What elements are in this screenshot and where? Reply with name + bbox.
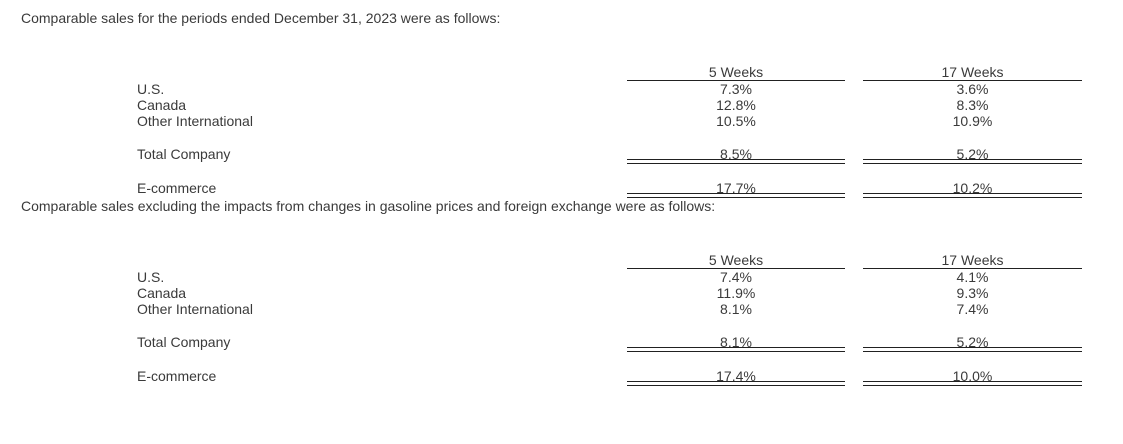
total-double-rule-row <box>0 347 1123 352</box>
row-label: Other International <box>137 113 253 129</box>
double-rule <box>863 159 1082 164</box>
column-header-17-weeks: 17 Weeks <box>863 64 1082 81</box>
column-header-5-weeks: 5 Weeks <box>627 64 845 81</box>
table-row-us: U.S. 7.3% 3.6% <box>0 81 1123 97</box>
table-row-other-international: Other International 8.1% 7.4% <box>0 301 1123 317</box>
row-label: E-commerce <box>137 180 217 196</box>
value-cell-17-weeks: 5.2% <box>956 334 989 350</box>
value-cell-17-weeks: 10.2% <box>952 180 993 196</box>
row-spacer <box>0 129 1123 146</box>
table-row-us: U.S. 7.4% 4.1% <box>0 269 1123 285</box>
document-page: Comparable sales for the periods ended D… <box>0 10 1123 386</box>
value-cell-5-weeks: 8.5% <box>720 146 752 162</box>
intro-paragraph-1: Comparable sales for the periods ended D… <box>21 10 501 26</box>
value-cell-5-weeks: 7.3% <box>720 81 752 97</box>
row-spacer <box>0 317 1123 334</box>
double-rule <box>627 381 845 386</box>
row-label: U.S. <box>137 81 165 97</box>
ecommerce-double-rule-row <box>0 381 1123 386</box>
row-label: Canada <box>137 285 187 301</box>
double-rule <box>627 193 845 198</box>
double-rule <box>627 159 845 164</box>
value-cell-5-weeks: 11.9% <box>716 285 756 301</box>
table-row-canada: Canada 12.8% 8.3% <box>0 97 1123 113</box>
table-row-total-company: Total Company 8.5% 5.2% <box>0 146 1123 162</box>
value-cell-17-weeks: 7.4% <box>956 301 989 317</box>
value-cell-17-weeks: 3.6% <box>956 81 989 97</box>
table-row-total-company: Total Company 8.1% 5.2% <box>0 334 1123 350</box>
value-cell-5-weeks: 17.4% <box>716 368 756 384</box>
double-rule <box>627 347 845 352</box>
row-label: Canada <box>137 97 187 113</box>
table-row-canada: Canada 11.9% 9.3% <box>0 285 1123 301</box>
value-cell-17-weeks: 10.9% <box>952 113 993 129</box>
comparable-sales-table-2: 5 Weeks 17 Weeks U.S. 7.4% 4.1% Canada 1… <box>0 252 1123 386</box>
intro-paragraph-2: Comparable sales excluding the impacts f… <box>21 198 716 214</box>
value-cell-5-weeks: 10.5% <box>716 113 756 129</box>
row-spacer <box>0 352 1123 368</box>
value-cell-5-weeks: 7.4% <box>720 269 752 285</box>
double-rule <box>863 347 1082 352</box>
table-row-ecommerce: E-commerce 17.4% 10.0% <box>0 368 1123 384</box>
column-header-17-weeks: 17 Weeks <box>863 252 1082 269</box>
table-row-ecommerce: E-commerce 17.7% 10.2% <box>0 180 1123 196</box>
value-cell-5-weeks: 12.8% <box>716 97 756 113</box>
double-rule <box>863 381 1082 386</box>
table-header-row: 5 Weeks 17 Weeks <box>0 64 1123 81</box>
value-cell-5-weeks: 8.1% <box>720 334 752 350</box>
table-row-other-international: Other International 10.5% 10.9% <box>0 113 1123 129</box>
row-spacer <box>0 164 1123 180</box>
table-header-row: 5 Weeks 17 Weeks <box>0 252 1123 269</box>
row-label: E-commerce <box>137 368 217 384</box>
total-double-rule-row <box>0 159 1123 164</box>
value-cell-17-weeks: 5.2% <box>956 146 989 162</box>
value-cell-5-weeks: 17.7% <box>716 180 756 196</box>
value-cell-17-weeks: 9.3% <box>956 285 989 301</box>
ecommerce-double-rule-row <box>0 193 1123 198</box>
double-rule <box>863 193 1082 198</box>
value-cell-17-weeks: 4.1% <box>956 269 989 285</box>
value-cell-5-weeks: 8.1% <box>720 301 752 317</box>
row-label: Other International <box>137 301 253 317</box>
row-label: U.S. <box>137 269 165 285</box>
value-cell-17-weeks: 10.0% <box>952 368 993 384</box>
row-label: Total Company <box>137 334 231 350</box>
column-header-5-weeks: 5 Weeks <box>627 252 845 269</box>
row-label: Total Company <box>137 146 231 162</box>
value-cell-17-weeks: 8.3% <box>956 97 989 113</box>
comparable-sales-table-1: 5 Weeks 17 Weeks U.S. 7.3% 3.6% Canada 1… <box>0 64 1123 198</box>
